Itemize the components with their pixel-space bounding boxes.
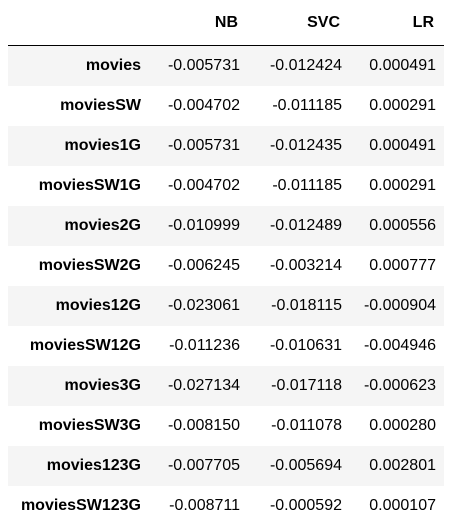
lr-cell: 0.000280 <box>369 417 436 434</box>
table-row: movies12G -0.023061 -0.018115 -0.000904 <box>8 286 444 326</box>
lr-cell: 0.000556 <box>369 217 436 234</box>
lr-cell: -0.004946 <box>363 337 436 354</box>
table-row: movies123G -0.007705 -0.005694 0.002801 <box>8 446 444 486</box>
index-header <box>8 0 150 46</box>
svc-cell: -0.017118 <box>271 377 342 394</box>
svc-cell: -0.003214 <box>269 257 342 274</box>
svc-cell: -0.011185 <box>272 97 342 114</box>
lr-cell: -0.000904 <box>363 297 436 314</box>
row-label: movies123G <box>46 457 141 474</box>
lr-cell: 0.000291 <box>369 177 436 194</box>
row-label: moviesSW2G <box>38 257 141 274</box>
nb-cell: -0.007705 <box>167 457 240 474</box>
table-row: movies2G -0.010999 -0.012489 0.000556 <box>8 206 444 246</box>
column-header-svc: SVC <box>248 0 350 46</box>
table-row: moviesSW12G -0.011236 -0.010631 -0.00494… <box>8 326 444 366</box>
row-label: moviesSW1G <box>38 177 141 194</box>
table-header-row: NB SVC LR <box>8 0 444 46</box>
nb-cell: -0.008711 <box>169 497 240 514</box>
nb-cell: -0.006245 <box>167 257 240 274</box>
nb-cell: -0.004702 <box>167 177 240 194</box>
svc-cell: -0.012489 <box>269 217 342 234</box>
row-label: movies <box>85 57 141 74</box>
nb-cell: -0.004702 <box>167 97 240 114</box>
nb-cell: -0.023061 <box>167 297 240 314</box>
svc-cell: -0.010631 <box>269 337 342 354</box>
svc-cell: -0.012424 <box>269 57 342 74</box>
lr-cell: 0.000491 <box>369 57 436 74</box>
nb-cell: -0.010999 <box>167 217 240 234</box>
svc-cell: -0.011185 <box>272 177 342 194</box>
column-header-lr: LR <box>350 0 444 46</box>
svc-cell: -0.012435 <box>269 137 342 154</box>
row-label: moviesSW12G <box>29 337 141 354</box>
row-label: movies2G <box>64 217 141 234</box>
table-row: moviesSW2G -0.006245 -0.003214 0.000777 <box>8 246 444 286</box>
lr-cell: 0.000777 <box>369 257 436 274</box>
table-row: movies1G -0.005731 -0.012435 0.000491 <box>8 126 444 166</box>
row-label: movies12G <box>55 297 141 314</box>
svc-cell: -0.005694 <box>269 457 342 474</box>
row-label: moviesSW123G <box>20 497 141 514</box>
table-row: movies3G -0.027134 -0.017118 -0.000623 <box>8 366 444 406</box>
row-label: movies3G <box>64 377 141 394</box>
svc-cell: -0.018115 <box>271 297 342 314</box>
lr-cell: 0.000491 <box>369 137 436 154</box>
svc-cell: -0.000592 <box>269 497 342 514</box>
svc-cell: -0.011078 <box>271 417 342 434</box>
table-row: moviesSW123G -0.008711 -0.000592 0.00010… <box>8 486 444 526</box>
results-table: NB SVC LR movies -0.005731 -0.012424 0.0… <box>8 0 444 526</box>
lr-cell: 0.002801 <box>369 457 436 474</box>
row-label: movies1G <box>64 137 141 154</box>
table-row: moviesSW -0.004702 -0.011185 0.000291 <box>8 86 444 126</box>
nb-cell: -0.005731 <box>167 57 240 74</box>
table-row: moviesSW1G -0.004702 -0.011185 0.000291 <box>8 166 444 206</box>
column-header-nb: NB <box>150 0 248 46</box>
nb-cell: -0.027134 <box>167 377 240 394</box>
table-row: movies -0.005731 -0.012424 0.000491 <box>8 45 444 86</box>
row-label: moviesSW3G <box>38 417 141 434</box>
nb-cell: -0.008150 <box>167 417 240 434</box>
table-row: moviesSW3G -0.008150 -0.011078 0.000280 <box>8 406 444 446</box>
lr-cell: 0.000107 <box>369 497 436 514</box>
lr-cell: 0.000291 <box>369 97 436 114</box>
nb-cell: -0.005731 <box>167 137 240 154</box>
lr-cell: -0.000623 <box>363 377 436 394</box>
nb-cell: -0.011236 <box>169 337 240 354</box>
row-label: moviesSW <box>60 97 141 114</box>
